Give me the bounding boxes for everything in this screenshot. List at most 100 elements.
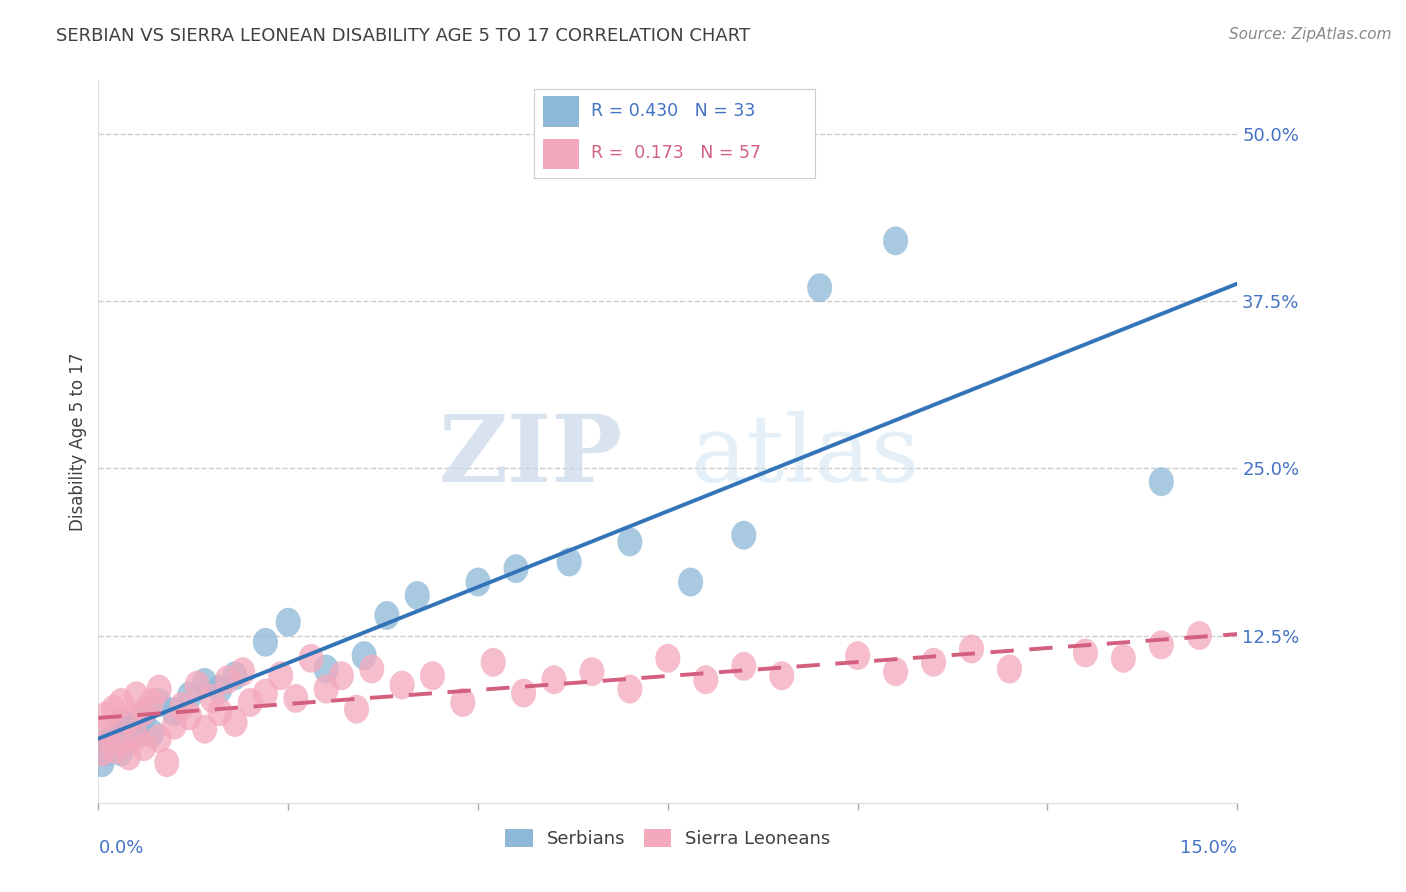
Text: atlas: atlas <box>690 411 920 501</box>
Ellipse shape <box>193 668 218 697</box>
Ellipse shape <box>231 657 256 686</box>
Ellipse shape <box>557 548 582 576</box>
Ellipse shape <box>101 732 127 761</box>
Ellipse shape <box>997 655 1022 683</box>
Ellipse shape <box>298 644 323 673</box>
Ellipse shape <box>162 698 187 726</box>
Ellipse shape <box>146 674 172 704</box>
Ellipse shape <box>1149 467 1174 496</box>
Ellipse shape <box>655 644 681 673</box>
Ellipse shape <box>921 648 946 677</box>
Ellipse shape <box>93 701 118 731</box>
Ellipse shape <box>269 661 294 690</box>
Ellipse shape <box>108 708 134 737</box>
Ellipse shape <box>1073 639 1098 667</box>
Ellipse shape <box>124 722 149 750</box>
Ellipse shape <box>207 698 232 726</box>
Ellipse shape <box>93 728 118 757</box>
Ellipse shape <box>359 655 384 683</box>
Ellipse shape <box>117 724 142 753</box>
Ellipse shape <box>807 273 832 302</box>
Ellipse shape <box>1187 621 1212 650</box>
Ellipse shape <box>93 738 118 766</box>
Ellipse shape <box>131 701 156 731</box>
Ellipse shape <box>146 688 172 717</box>
Ellipse shape <box>117 714 142 744</box>
Ellipse shape <box>731 521 756 549</box>
Ellipse shape <box>1111 644 1136 673</box>
Ellipse shape <box>108 728 134 757</box>
Text: 0.0%: 0.0% <box>98 838 143 857</box>
Ellipse shape <box>139 719 165 747</box>
Ellipse shape <box>510 679 536 707</box>
FancyBboxPatch shape <box>543 96 579 127</box>
Ellipse shape <box>253 679 278 707</box>
Ellipse shape <box>389 671 415 699</box>
Ellipse shape <box>177 701 202 731</box>
Ellipse shape <box>101 722 127 750</box>
Ellipse shape <box>503 554 529 583</box>
Ellipse shape <box>215 665 240 694</box>
Ellipse shape <box>222 661 247 690</box>
Ellipse shape <box>207 674 232 704</box>
Ellipse shape <box>184 671 209 699</box>
Text: R = 0.430   N = 33: R = 0.430 N = 33 <box>591 102 755 120</box>
Ellipse shape <box>845 641 870 670</box>
Ellipse shape <box>93 714 118 744</box>
Ellipse shape <box>146 724 172 753</box>
Ellipse shape <box>253 628 278 657</box>
Ellipse shape <box>617 527 643 557</box>
Ellipse shape <box>108 688 134 717</box>
Ellipse shape <box>352 641 377 670</box>
Ellipse shape <box>883 657 908 686</box>
Ellipse shape <box>374 601 399 630</box>
Ellipse shape <box>124 681 149 710</box>
Ellipse shape <box>108 738 134 766</box>
Ellipse shape <box>329 661 354 690</box>
Ellipse shape <box>177 681 202 710</box>
Text: Source: ZipAtlas.com: Source: ZipAtlas.com <box>1229 27 1392 42</box>
Ellipse shape <box>101 695 127 723</box>
Legend: Serbians, Sierra Leoneans: Serbians, Sierra Leoneans <box>498 822 838 855</box>
Ellipse shape <box>117 706 142 734</box>
Ellipse shape <box>405 581 430 610</box>
Ellipse shape <box>344 695 370 723</box>
Ellipse shape <box>693 665 718 694</box>
Ellipse shape <box>283 684 308 713</box>
Ellipse shape <box>155 748 180 777</box>
Text: R =  0.173   N = 57: R = 0.173 N = 57 <box>591 145 761 162</box>
Text: 15.0%: 15.0% <box>1180 838 1237 857</box>
Ellipse shape <box>193 714 218 744</box>
Ellipse shape <box>131 698 156 726</box>
Ellipse shape <box>769 661 794 690</box>
Ellipse shape <box>541 665 567 694</box>
Ellipse shape <box>959 634 984 664</box>
Ellipse shape <box>314 655 339 683</box>
Ellipse shape <box>883 227 908 255</box>
Ellipse shape <box>90 748 115 777</box>
Ellipse shape <box>465 567 491 597</box>
Ellipse shape <box>450 688 475 717</box>
Ellipse shape <box>579 657 605 686</box>
Ellipse shape <box>200 684 225 713</box>
Y-axis label: Disability Age 5 to 17: Disability Age 5 to 17 <box>69 352 87 531</box>
Ellipse shape <box>101 735 127 764</box>
Ellipse shape <box>1149 631 1174 659</box>
Ellipse shape <box>276 607 301 637</box>
Ellipse shape <box>238 688 263 717</box>
Ellipse shape <box>139 688 165 717</box>
Ellipse shape <box>162 711 187 739</box>
Ellipse shape <box>117 741 142 771</box>
Ellipse shape <box>481 648 506 677</box>
Ellipse shape <box>131 732 156 761</box>
Ellipse shape <box>222 708 247 737</box>
Text: SERBIAN VS SIERRA LEONEAN DISABILITY AGE 5 TO 17 CORRELATION CHART: SERBIAN VS SIERRA LEONEAN DISABILITY AGE… <box>56 27 751 45</box>
Ellipse shape <box>314 674 339 704</box>
Ellipse shape <box>617 674 643 704</box>
Text: ZIP: ZIP <box>439 411 623 501</box>
FancyBboxPatch shape <box>543 139 579 169</box>
Ellipse shape <box>90 738 115 766</box>
Ellipse shape <box>420 661 446 690</box>
Ellipse shape <box>731 652 756 681</box>
Ellipse shape <box>124 711 149 739</box>
